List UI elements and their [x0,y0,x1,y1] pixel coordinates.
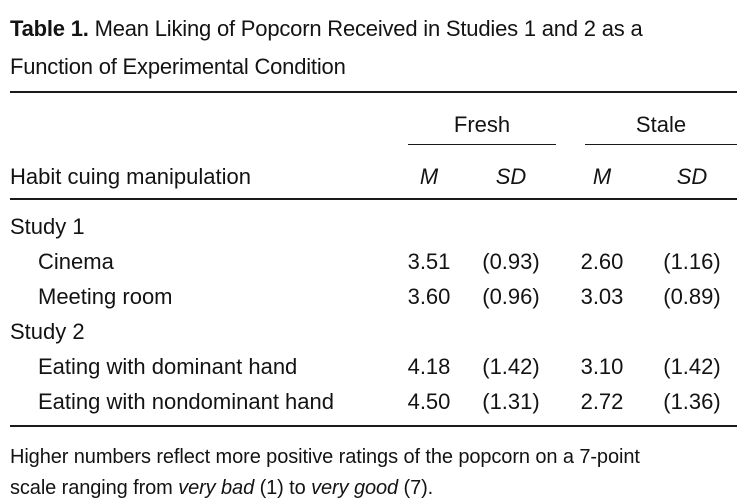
cell-fresh-m: 4.50 [393,384,465,427]
col-header-stale-sd: SD [647,145,737,200]
cell-fresh-sd: (1.42) [482,353,540,379]
cell-stale-m [557,199,647,244]
table-row-cinema: Cinema 3.51 (0.93) 2.60 (1.16) [10,244,737,279]
table-row-dominant-hand: Eating with dominant hand 4.18 (1.42) 3.… [10,349,737,384]
cell-fresh-m [393,199,465,244]
cell-fresh-sd: (0.96) [482,283,540,309]
cell-stale-sd [647,314,737,349]
table-row-study1: Study 1 [10,199,737,244]
spanner-stale: Stale [557,92,737,145]
cell-fresh-sd: (1.31) [465,384,557,427]
cell-stale-sd: (1.42) [663,353,721,379]
note-line1: Higher numbers reflect more positive rat… [10,446,640,468]
cell-stale-m: 2.72 [557,384,647,427]
row-label: Meeting room [38,283,173,309]
row-label: Study 2 [10,318,85,344]
cell-fresh-sd [465,314,557,349]
cell-stale-m: 3.03 [580,283,624,309]
spanner-row: Fresh Stale [10,92,737,145]
data-table: Fresh Stale Habit cuing manipulation M S… [10,91,737,427]
col-header-fresh-m: M [393,145,465,200]
col-header-fresh-sd: SD [465,145,557,200]
cell-fresh-m [393,314,465,349]
cell-stale-sd: (0.89) [663,283,721,309]
table-number: Table 1. [10,16,89,41]
row-label: Cinema [38,248,114,274]
table-row-study2: Study 2 [10,314,737,349]
cell-fresh-m: 3.60 [407,283,451,309]
cell-fresh-sd: (0.93) [482,248,540,274]
table-title: Table 1. Mean Liking of Popcorn Received… [10,10,740,86]
col-header-stale-m: M [557,145,647,200]
cell-fresh-sd [465,199,557,244]
cell-stale-sd [647,199,737,244]
column-header-row: Habit cuing manipulation M SD M SD [10,145,737,200]
spanner-stub-spacer [10,92,393,145]
note-line2-end: (7). [398,477,434,499]
cell-fresh-m: 3.51 [407,248,451,274]
stub-header: Habit cuing manipulation [10,145,393,200]
spanner-fresh: Fresh [393,92,557,145]
table-caption-line2: Function of Experimental Condition [10,54,346,79]
spanner-fresh-label: Fresh [408,112,556,145]
table-note: Higher numbers reflect more positive rat… [10,442,742,504]
cell-stale-m [557,314,647,349]
note-anchor-very-good: very good [311,477,399,499]
row-label: Eating with dominant hand [38,353,298,379]
cell-stale-sd: (1.16) [663,248,721,274]
cell-stale-m: 3.10 [580,353,624,379]
table-figure: Table 1. Mean Liking of Popcorn Received… [0,10,752,504]
table-row-nondominant-hand: Eating with nondominant hand 4.50 (1.31)… [10,384,737,427]
cell-fresh-m: 4.18 [407,353,451,379]
spanner-stale-label: Stale [585,112,737,145]
table-row-meeting-room: Meeting room 3.60 (0.96) 3.03 (0.89) [10,279,737,314]
cell-stale-sd: (1.36) [647,384,737,427]
table-caption-line1: Mean Liking of Popcorn Received in Studi… [94,16,643,41]
cell-stale-m: 2.60 [580,248,624,274]
note-line2-start: scale ranging from [10,477,179,499]
row-label: Eating with nondominant hand [10,384,393,427]
note-anchor-very-bad: very bad [178,477,255,499]
note-line2-mid: (1) to [254,477,312,499]
row-label: Study 1 [10,213,85,239]
